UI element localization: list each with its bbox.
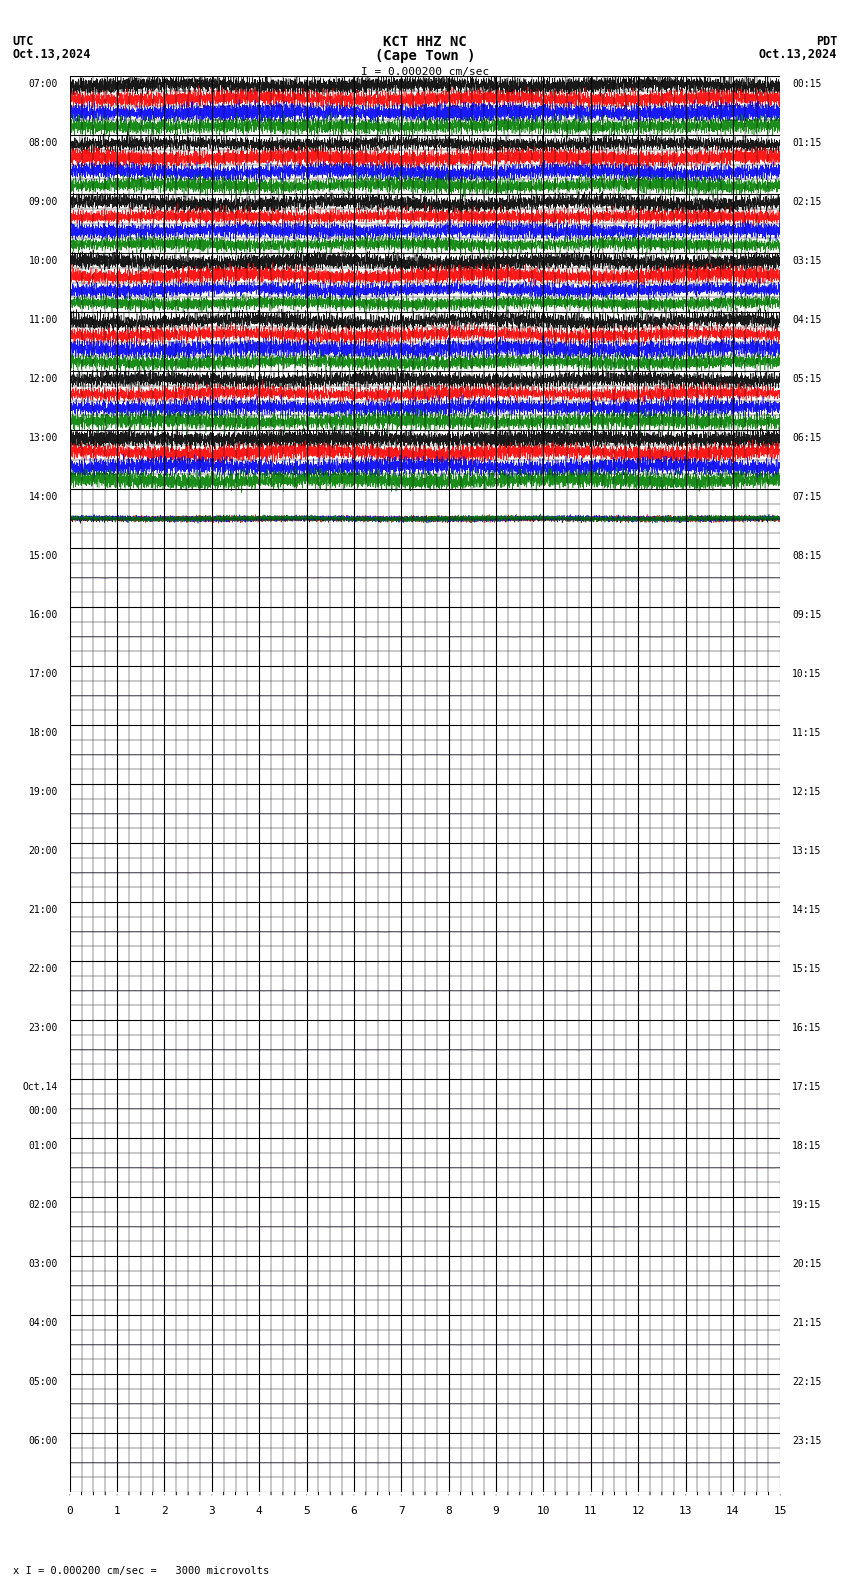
Text: Oct.13,2024: Oct.13,2024 xyxy=(13,48,91,60)
Text: 01:15: 01:15 xyxy=(792,138,821,147)
Text: 12:00: 12:00 xyxy=(29,374,58,383)
Text: 8: 8 xyxy=(445,1506,452,1516)
Text: 02:00: 02:00 xyxy=(29,1201,58,1210)
Text: 0: 0 xyxy=(66,1506,73,1516)
Text: 2: 2 xyxy=(161,1506,167,1516)
Text: 21:15: 21:15 xyxy=(792,1318,821,1327)
Text: PDT: PDT xyxy=(816,35,837,48)
Text: 07:15: 07:15 xyxy=(792,493,821,502)
Text: 09:15: 09:15 xyxy=(792,610,821,619)
Text: 10: 10 xyxy=(536,1506,550,1516)
Text: 17:00: 17:00 xyxy=(29,668,58,680)
Text: 10:00: 10:00 xyxy=(29,257,58,266)
Text: 02:15: 02:15 xyxy=(792,196,821,208)
Text: 23:15: 23:15 xyxy=(792,1437,821,1446)
Text: 06:15: 06:15 xyxy=(792,432,821,444)
Text: 00:15: 00:15 xyxy=(792,79,821,89)
Text: UTC: UTC xyxy=(13,35,34,48)
Text: 10:15: 10:15 xyxy=(792,668,821,680)
Text: 14:15: 14:15 xyxy=(792,904,821,916)
Text: 18:00: 18:00 xyxy=(29,729,58,738)
Text: 22:15: 22:15 xyxy=(792,1376,821,1388)
Text: 13:00: 13:00 xyxy=(29,432,58,444)
Text: 15: 15 xyxy=(774,1506,787,1516)
Text: 15:15: 15:15 xyxy=(792,965,821,974)
Text: 4: 4 xyxy=(256,1506,263,1516)
Text: 1: 1 xyxy=(114,1506,121,1516)
Text: 12: 12 xyxy=(632,1506,645,1516)
Text: 13: 13 xyxy=(679,1506,692,1516)
Text: 16:15: 16:15 xyxy=(792,1023,821,1033)
Text: 03:15: 03:15 xyxy=(792,257,821,266)
Text: 04:15: 04:15 xyxy=(792,315,821,325)
Text: 00:00: 00:00 xyxy=(29,1106,58,1115)
Text: 6: 6 xyxy=(350,1506,357,1516)
Text: Oct.13,2024: Oct.13,2024 xyxy=(759,48,837,60)
Text: 7: 7 xyxy=(398,1506,405,1516)
Text: 15:00: 15:00 xyxy=(29,551,58,561)
Text: 11:00: 11:00 xyxy=(29,315,58,325)
Text: 01:00: 01:00 xyxy=(29,1140,58,1152)
Text: 19:00: 19:00 xyxy=(29,787,58,797)
Text: 14:00: 14:00 xyxy=(29,493,58,502)
Text: 08:00: 08:00 xyxy=(29,138,58,147)
Text: 19:15: 19:15 xyxy=(792,1201,821,1210)
Text: 20:15: 20:15 xyxy=(792,1259,821,1269)
Text: 16:00: 16:00 xyxy=(29,610,58,619)
Text: Oct.14: Oct.14 xyxy=(23,1082,58,1091)
Text: 3: 3 xyxy=(208,1506,215,1516)
Text: 07:00: 07:00 xyxy=(29,79,58,89)
Text: 05:00: 05:00 xyxy=(29,1376,58,1388)
Text: 05:15: 05:15 xyxy=(792,374,821,383)
Text: 12:15: 12:15 xyxy=(792,787,821,797)
Text: 06:00: 06:00 xyxy=(29,1437,58,1446)
Text: 18:15: 18:15 xyxy=(792,1140,821,1152)
Text: (Cape Town ): (Cape Town ) xyxy=(375,49,475,63)
Text: 11:15: 11:15 xyxy=(792,729,821,738)
Text: x I = 0.000200 cm/sec =   3000 microvolts: x I = 0.000200 cm/sec = 3000 microvolts xyxy=(13,1567,269,1576)
Text: 08:15: 08:15 xyxy=(792,551,821,561)
Text: 11: 11 xyxy=(584,1506,598,1516)
Text: 14: 14 xyxy=(726,1506,740,1516)
Text: 20:00: 20:00 xyxy=(29,846,58,855)
Text: 04:00: 04:00 xyxy=(29,1318,58,1327)
Text: 17:15: 17:15 xyxy=(792,1082,821,1091)
Text: 5: 5 xyxy=(303,1506,310,1516)
Text: 03:00: 03:00 xyxy=(29,1259,58,1269)
Text: 21:00: 21:00 xyxy=(29,904,58,916)
Text: 13:15: 13:15 xyxy=(792,846,821,855)
Text: 9: 9 xyxy=(493,1506,500,1516)
Text: 09:00: 09:00 xyxy=(29,196,58,208)
Text: I = 0.000200 cm/sec: I = 0.000200 cm/sec xyxy=(361,67,489,76)
Text: 23:00: 23:00 xyxy=(29,1023,58,1033)
Text: 22:00: 22:00 xyxy=(29,965,58,974)
Text: KCT HHZ NC: KCT HHZ NC xyxy=(383,35,467,49)
